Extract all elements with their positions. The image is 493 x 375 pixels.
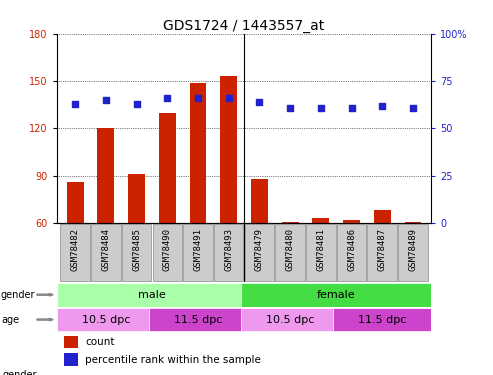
Point <box>133 101 141 107</box>
Point <box>102 97 110 103</box>
Text: GSM78485: GSM78485 <box>132 228 141 271</box>
Title: GDS1724 / 1443557_at: GDS1724 / 1443557_at <box>163 19 325 33</box>
Text: GSM78480: GSM78480 <box>285 228 295 271</box>
FancyBboxPatch shape <box>398 224 428 281</box>
Text: 11.5 dpc: 11.5 dpc <box>174 315 222 325</box>
Text: GSM78489: GSM78489 <box>408 228 418 271</box>
Bar <box>241 283 431 307</box>
Point <box>194 95 202 101</box>
Bar <box>98 128 114 223</box>
Text: GSM78479: GSM78479 <box>255 228 264 271</box>
Bar <box>343 220 360 223</box>
FancyBboxPatch shape <box>276 224 305 281</box>
Text: 10.5 dpc: 10.5 dpc <box>266 315 315 325</box>
FancyBboxPatch shape <box>91 224 121 281</box>
Bar <box>159 112 176 223</box>
Bar <box>333 308 431 332</box>
Bar <box>241 308 339 332</box>
Point <box>286 105 294 111</box>
Point <box>409 105 417 111</box>
Text: GSM78487: GSM78487 <box>378 228 387 271</box>
FancyBboxPatch shape <box>245 224 274 281</box>
Text: gender: gender <box>2 370 37 375</box>
FancyBboxPatch shape <box>214 224 244 281</box>
Text: GSM78481: GSM78481 <box>317 228 325 271</box>
Text: 11.5 dpc: 11.5 dpc <box>358 315 406 325</box>
Bar <box>57 283 247 307</box>
Text: female: female <box>317 290 355 300</box>
Point <box>348 105 355 111</box>
Point <box>225 95 233 101</box>
Point <box>378 103 386 109</box>
Bar <box>57 308 155 332</box>
Text: GSM78484: GSM78484 <box>102 228 110 271</box>
Bar <box>374 210 390 223</box>
Text: GSM78490: GSM78490 <box>163 228 172 271</box>
FancyBboxPatch shape <box>122 224 151 281</box>
Text: count: count <box>85 337 115 347</box>
Text: 10.5 dpc: 10.5 dpc <box>82 315 130 325</box>
Text: male: male <box>138 290 166 300</box>
Bar <box>404 222 422 223</box>
Bar <box>128 174 145 223</box>
Bar <box>64 336 78 348</box>
FancyBboxPatch shape <box>367 224 397 281</box>
Bar <box>189 82 207 223</box>
Text: age: age <box>1 315 19 325</box>
Point <box>71 101 79 107</box>
Text: GSM78491: GSM78491 <box>193 228 203 271</box>
Point <box>317 105 325 111</box>
Point <box>255 99 263 105</box>
FancyBboxPatch shape <box>152 224 182 281</box>
Text: GSM78493: GSM78493 <box>224 228 233 271</box>
FancyBboxPatch shape <box>337 224 366 281</box>
FancyBboxPatch shape <box>306 224 336 281</box>
Text: GSM78482: GSM78482 <box>70 228 80 271</box>
Bar <box>149 308 247 332</box>
Text: percentile rank within the sample: percentile rank within the sample <box>85 355 261 365</box>
Text: GSM78486: GSM78486 <box>347 228 356 271</box>
Text: gender: gender <box>1 290 35 300</box>
FancyBboxPatch shape <box>60 224 90 281</box>
Bar <box>251 179 268 223</box>
Bar <box>64 353 78 366</box>
FancyBboxPatch shape <box>183 224 212 281</box>
Bar <box>220 76 237 223</box>
Bar <box>282 222 299 223</box>
Bar <box>67 182 84 223</box>
Bar <box>313 218 329 223</box>
Point <box>163 95 171 101</box>
